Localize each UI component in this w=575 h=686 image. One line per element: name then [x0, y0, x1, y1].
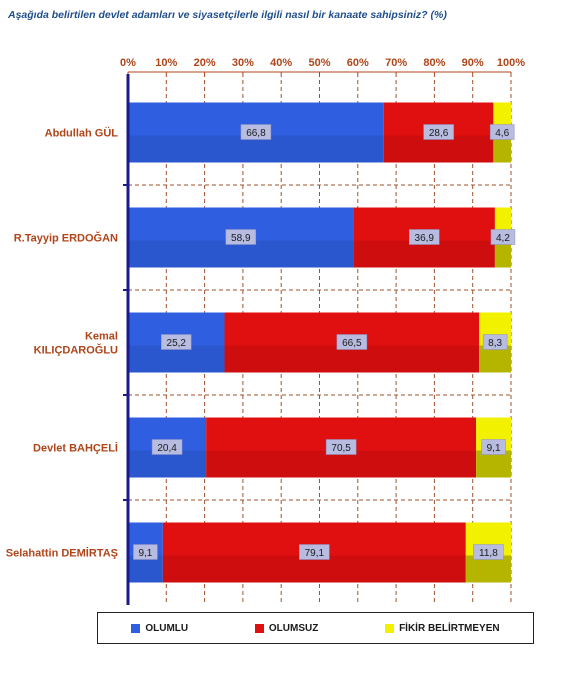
x-tick-label: 40% [270, 57, 292, 69]
bar-shade [353, 240, 495, 268]
legend-swatch [385, 623, 395, 633]
x-tick-label: 90% [462, 57, 484, 69]
bar-shade [383, 135, 494, 163]
bar-shade [128, 135, 384, 163]
bar-shade [465, 555, 511, 583]
data-label-bg [490, 229, 516, 245]
bar-shade [206, 450, 477, 478]
data-label-bg [225, 229, 257, 245]
x-tick-label: 50% [308, 57, 330, 69]
data-label-bg [325, 439, 357, 455]
x-tick-label: 10% [155, 57, 177, 69]
data-label-bg [409, 229, 440, 245]
bar-shade [162, 555, 466, 583]
x-tick-label: 80% [423, 57, 445, 69]
data-label-bg [336, 334, 368, 350]
stacked-bar-chart: 0% 10% 20% 30% 40% 50% 60% 70% 80% 90% 100% Abdulla… [6, 57, 525, 605]
data-label-bg [481, 439, 506, 455]
legend-swatch [254, 623, 264, 633]
legend-label: OLUMSUZ [268, 622, 319, 634]
data-label: 9,1 [487, 443, 501, 454]
legend: OLUMLU OLUMSUZ FİKİR BELİRTMEYEN [97, 612, 534, 644]
data-label-bg [299, 544, 330, 560]
legend-label: OLUMLU [145, 622, 189, 634]
bar-shade [128, 555, 163, 583]
data-label: 36,9 [415, 233, 435, 244]
data-label: 11,8 [479, 548, 498, 559]
bar-shade [128, 345, 225, 373]
data-label-bg [423, 124, 454, 140]
data-label: 66,8 [246, 128, 266, 139]
legend-item: OLUMSUZ [254, 622, 319, 634]
data-label-bg [151, 439, 183, 455]
bar-shade [128, 240, 354, 268]
bar-shade [476, 450, 511, 478]
data-label: 8,3 [488, 338, 502, 349]
x-tick-label: 0% [120, 57, 136, 69]
x-tick-label: 100% [497, 57, 525, 69]
bar-shade [128, 450, 207, 478]
chart-title: Aşağıda belirtilen devlet adamları ve si… [8, 9, 447, 21]
data-label-bg [489, 124, 515, 140]
category-label: Kemal KILIÇDAROĞLU [34, 331, 118, 357]
data-label: 4,2 [496, 233, 510, 244]
category-label: R.Tayyip ERDOĞAN [14, 232, 118, 245]
category-label: Devlet BAHÇELİ [33, 442, 118, 455]
legend-label: FİKİR BELİRTMEYEN [399, 622, 500, 634]
bar-shade [493, 135, 511, 163]
data-label-bg [482, 334, 508, 350]
data-label: 58,9 [231, 233, 251, 244]
x-tick-label: 20% [194, 57, 216, 69]
legend-item: OLUMLU [131, 623, 188, 634]
bar-shade [479, 345, 511, 373]
category-label: Selahattin DEMİRTAŞ [6, 547, 118, 560]
data-label: 9,1 [138, 548, 152, 559]
data-label: 28,6 [429, 128, 449, 139]
bar-shade [224, 345, 480, 373]
data-label: 4,6 [495, 128, 509, 139]
data-label: 66,5 [342, 338, 362, 349]
bar-shade [494, 240, 511, 268]
data-label: 20,4 [157, 443, 177, 454]
category-label: Abdullah GÜL [45, 127, 119, 140]
x-tick-label: 30% [232, 57, 254, 69]
data-label-bg [473, 544, 504, 560]
x-tick-label: 60% [347, 57, 369, 69]
x-tick-label: 70% [385, 57, 407, 69]
data-label: 79,1 [305, 548, 325, 559]
data-label: 25,2 [167, 338, 187, 349]
legend-item: FİKİR BELİRTMEYEN [385, 623, 500, 634]
data-label-bg [161, 334, 192, 350]
data-label-bg [133, 544, 158, 560]
data-label: 70,5 [331, 443, 351, 454]
data-label-bg [240, 124, 272, 140]
legend-swatch [131, 623, 141, 633]
